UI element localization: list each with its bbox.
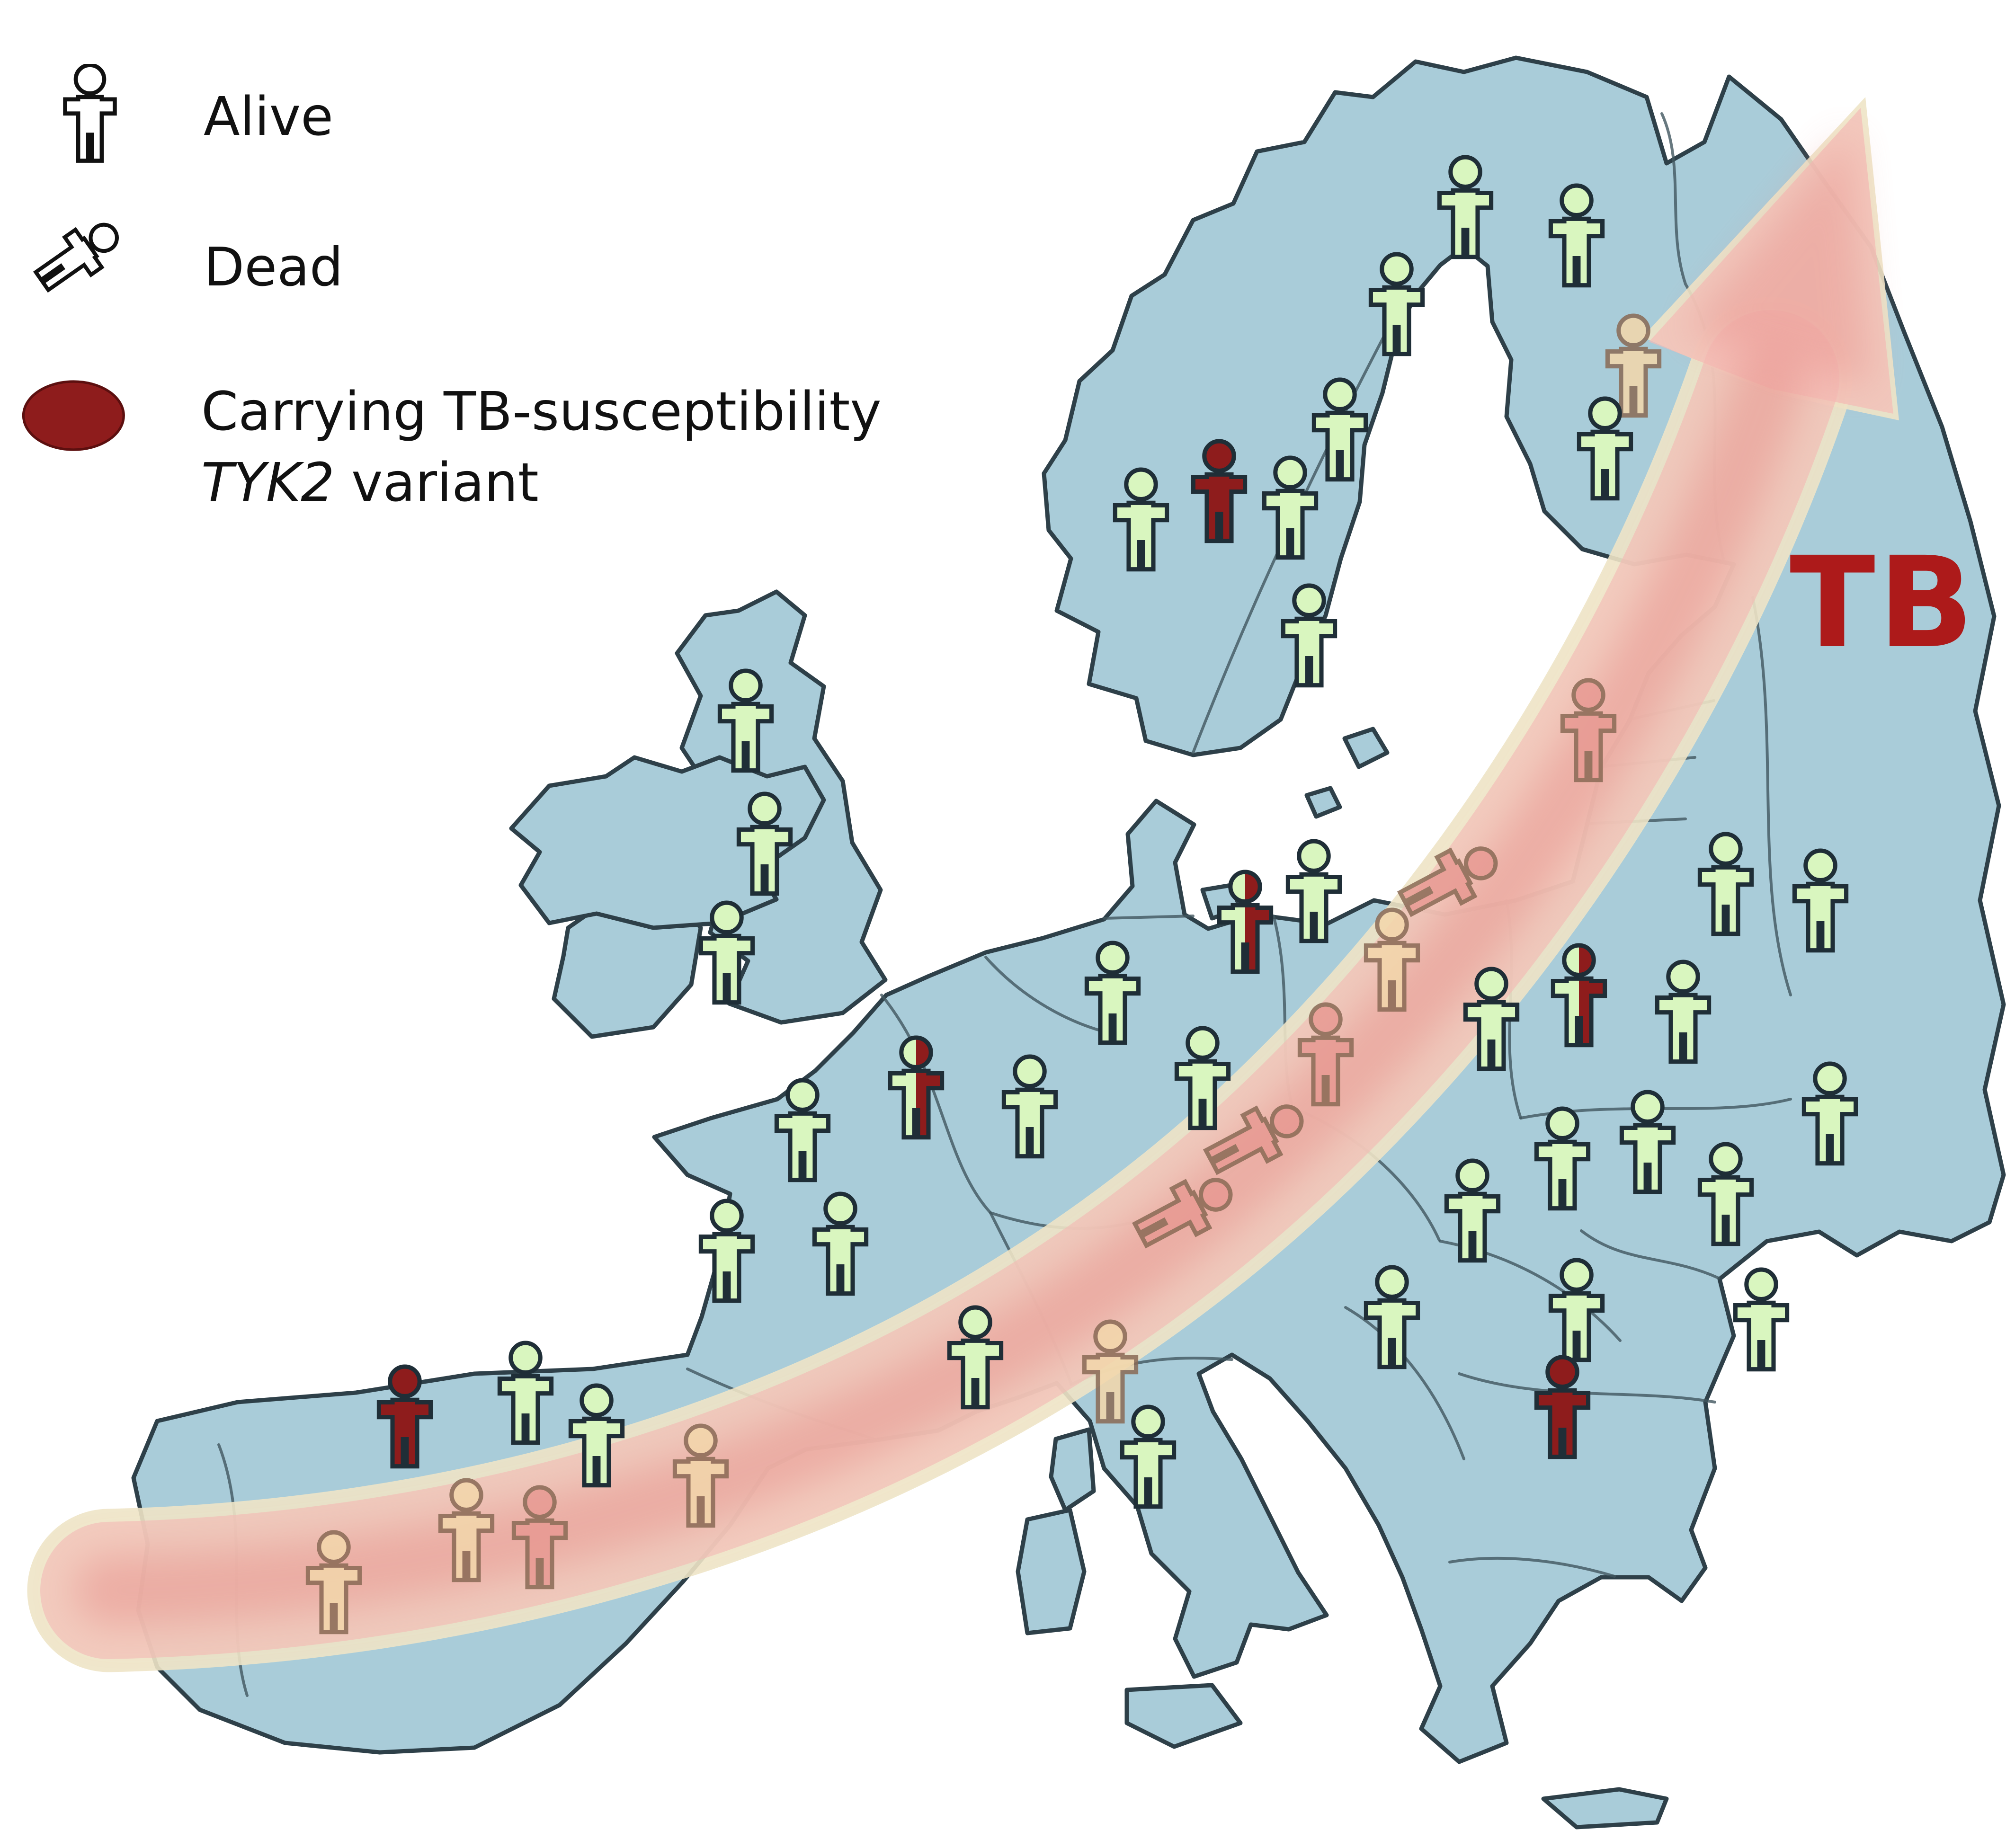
person-carrier-icon (1191, 439, 1248, 543)
sicily (1124, 1683, 1243, 1749)
person-faded-icon (438, 1478, 495, 1582)
person-alive-icon (497, 1341, 554, 1445)
alive-person-icon (63, 64, 117, 163)
person-alive-icon (1801, 1061, 1858, 1166)
person-dead_red-icon (1203, 1104, 1304, 1175)
person-alive-icon (698, 900, 755, 1005)
legend-dead-label: Dead (204, 237, 343, 298)
person-carrier-icon (1534, 1355, 1591, 1459)
person-faded-icon (1364, 907, 1420, 1012)
legend-carrier-line1: Carrying TB-susceptibility (201, 381, 882, 443)
person-alive-icon (1437, 155, 1494, 259)
person-alive-icon (1368, 252, 1425, 356)
person-faded-icon (1605, 313, 1662, 418)
tyk2-gene-name: TYK2 (201, 452, 335, 514)
person-split-icon (1217, 870, 1274, 974)
person-alive-icon (812, 1191, 869, 1296)
person-alive-icon (1697, 832, 1754, 936)
iceland (509, 755, 826, 930)
tb-label: TB (1790, 530, 1977, 676)
person-alive-icon (1001, 1054, 1058, 1159)
legend-carrier-line2: TYK2 variant (201, 452, 539, 514)
person-alive-icon (947, 1305, 1004, 1410)
person-faded-icon (305, 1530, 362, 1635)
person-faded-icon (672, 1423, 729, 1528)
person-alive-icon (1113, 467, 1169, 572)
person-alive-icon (1364, 1265, 1420, 1369)
person-alive-icon (1792, 848, 1849, 953)
legend-carrier-label: Carrying TB-susceptibility TYK2 variant (201, 376, 882, 518)
person-faded-icon (1082, 1319, 1139, 1424)
person-alive-icon (568, 1383, 625, 1488)
person-alive-icon (774, 1078, 831, 1182)
person-dead_red-icon (1132, 1178, 1233, 1249)
person-split-icon (1551, 943, 1607, 1048)
legend-alive-label: Alive (204, 86, 334, 148)
person-alive-icon (1311, 377, 1368, 482)
person-alive-icon (1285, 839, 1342, 943)
population-icons (305, 155, 1858, 1635)
person-alive-icon (717, 668, 774, 773)
sardinia (1016, 1508, 1087, 1635)
person-alive-icon (698, 1199, 755, 1303)
person-alive-icon (1577, 396, 1633, 501)
person-carrier-icon (376, 1364, 433, 1469)
person-alive-icon (1120, 1404, 1177, 1509)
person-alive-icon (1697, 1142, 1754, 1246)
dead-person-icon (33, 222, 119, 293)
person-alive-icon (1444, 1158, 1501, 1263)
person-alive-icon (1548, 1258, 1605, 1362)
person-faded_red-icon (511, 1485, 568, 1590)
person-alive-icon (1534, 1106, 1591, 1211)
baltic-island-2 (1304, 786, 1342, 819)
corsica (1049, 1427, 1096, 1512)
person-alive-icon (1548, 183, 1605, 288)
person-alive-icon (1655, 960, 1712, 1064)
tyk2-carrier-swatch-icon (22, 380, 125, 451)
person-alive-icon (736, 791, 793, 896)
person-alive-icon (1281, 583, 1337, 688)
person-alive-icon (1084, 941, 1141, 1045)
person-faded_red-icon (1297, 1002, 1354, 1107)
person-alive-icon (1262, 455, 1319, 560)
person-alive-icon (1619, 1090, 1676, 1194)
person-alive-icon (1733, 1267, 1790, 1372)
baltic-island-1 (1342, 727, 1390, 769)
person-dead_red-icon (1397, 846, 1498, 917)
person-split-icon (888, 1035, 945, 1140)
person-alive-icon (1174, 1026, 1231, 1130)
person-alive-icon (1463, 967, 1520, 1071)
crete (1541, 1787, 1669, 1830)
person-faded_red-icon (1560, 678, 1617, 782)
